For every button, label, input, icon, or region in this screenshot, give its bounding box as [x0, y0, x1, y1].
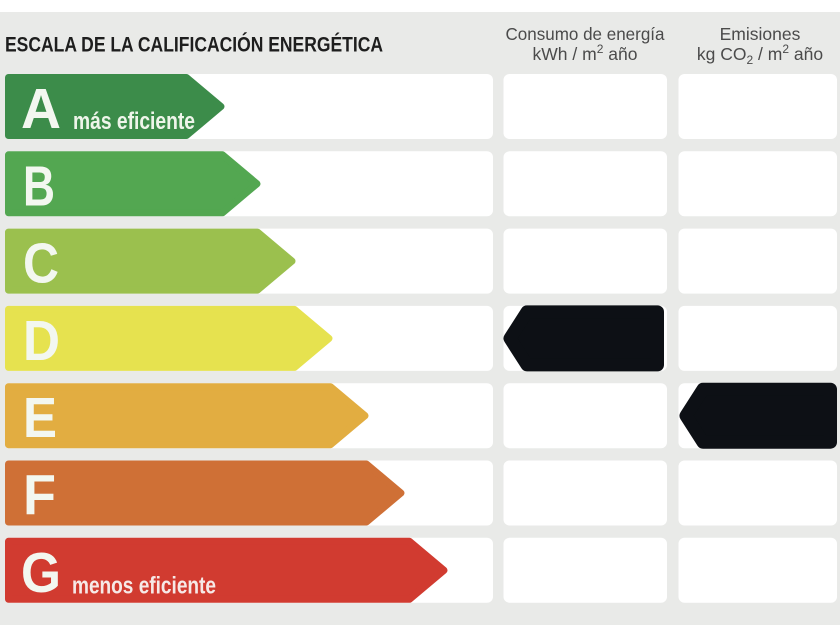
- svg-text:F: F: [23, 464, 56, 528]
- svg-text:C: C: [23, 232, 59, 296]
- svg-text:kWh / m2 año: kWh / m2 año: [533, 42, 638, 64]
- svg-text:G: G: [21, 541, 61, 605]
- svg-text:A: A: [21, 77, 61, 141]
- svg-text:Consumo de energía: Consumo de energía: [506, 24, 665, 44]
- svg-text:E: E: [23, 386, 57, 450]
- svg-text:kg CO2 / m2 año: kg CO2 / m2 año: [697, 42, 823, 67]
- svg-text:menos eficiente: menos eficiente: [72, 573, 216, 600]
- svg-text:ESCALA DE LA CALIFICACIÓN ENER: ESCALA DE LA CALIFICACIÓN ENERGÉTICA: [5, 32, 383, 57]
- svg-text:D: D: [23, 309, 60, 373]
- svg-text:B: B: [23, 154, 55, 218]
- svg-text:más eficiente: más eficiente: [73, 108, 195, 135]
- svg-text:Emisiones: Emisiones: [720, 24, 801, 44]
